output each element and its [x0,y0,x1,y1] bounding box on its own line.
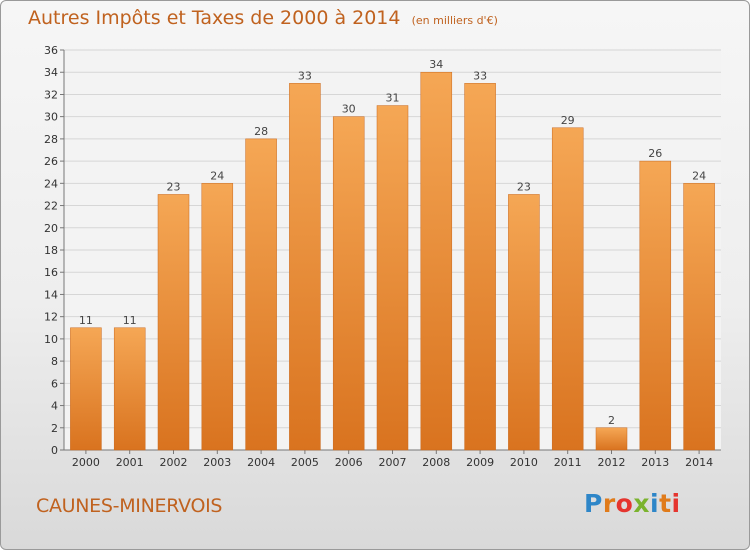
value-label-2003: 24 [210,169,224,182]
y-tick-label: 14 [44,288,58,301]
x-tick-label-2005: 2005 [291,456,319,469]
y-tick-label: 26 [44,155,58,168]
x-tick-label-2002: 2002 [160,456,188,469]
x-tick-label-2004: 2004 [247,456,275,469]
y-tick-label: 18 [44,244,58,257]
y-tick-label: 34 [44,66,58,79]
value-label-2011: 29 [561,114,575,127]
x-tick-label-2007: 2007 [379,456,407,469]
x-tick-label-2009: 2009 [466,456,494,469]
value-label-2001: 11 [123,314,137,327]
value-label-2006: 30 [342,103,356,116]
value-label-2010: 23 [517,180,531,193]
bar-2013 [639,160,672,451]
y-tick-label: 0 [51,444,58,457]
value-label-2009: 33 [473,69,487,82]
y-tick-label: 28 [44,133,58,146]
bar-2000 [70,327,102,451]
value-label-2008: 34 [429,58,443,71]
y-tick-label: 2 [51,422,58,435]
bar-2010 [508,194,540,451]
x-tick-label-2014: 2014 [685,456,713,469]
x-tick-label-2013: 2013 [641,456,669,469]
chart-title-block: Autres Impôts et Taxes de 2000 à 2014 (e… [28,7,498,29]
bar-2006 [332,116,365,451]
bar-2011 [551,127,584,451]
bars [70,71,715,451]
bar-2002 [157,194,190,451]
bar-2009 [464,83,496,451]
commune-name: CAUNES-MINERVOIS [36,495,223,517]
value-label-2012: 2 [608,414,615,427]
y-tick-label: 16 [44,266,58,279]
chart-title: Autres Impôts et Taxes de 2000 à 2014 [28,7,401,29]
y-tick-label: 10 [44,333,58,346]
y-tick-label: 24 [44,177,58,190]
x-tick-label-2003: 2003 [203,456,231,469]
x-tick-label-2008: 2008 [422,456,450,469]
y-tick-label: 32 [44,88,58,101]
bar-2005 [289,83,321,451]
chart-unit: (en milliers d'€) [411,14,498,27]
y-tick-label: 8 [51,355,58,368]
x-tick-label-2010: 2010 [510,456,538,469]
value-label-2004: 28 [254,125,268,138]
bar-2003 [201,183,234,451]
y-tick-label: 36 [44,44,58,57]
bar-2008 [420,71,453,451]
bar-2001 [113,327,146,451]
bar-2004 [245,138,277,451]
x-tick-label-2001: 2001 [116,456,144,469]
value-label-2014: 24 [692,169,706,182]
y-tick-label: 30 [44,111,58,124]
y-tick-label: 4 [51,400,58,413]
x-tick-label-2000: 2000 [72,456,100,469]
y-tick-label: 6 [51,377,58,390]
y-tick-label: 12 [44,311,58,324]
x-tick-label-2011: 2011 [554,456,582,469]
bar-2007 [376,105,409,451]
proxiti-logo[interactable]: Proxiti [584,489,681,518]
bar-2012 [595,427,628,451]
value-label-2002: 23 [167,180,181,193]
y-tick-label: 20 [44,222,58,235]
x-tick-label-2006: 2006 [335,456,363,469]
x-tick-label-2012: 2012 [598,456,626,469]
value-label-2000: 11 [79,314,93,327]
labels: 11 11 23 24 28 33 30 31 34 33 23 29 2 26 24 [79,58,706,427]
value-label-2013: 26 [648,147,662,160]
y-tick-label: 22 [44,200,58,213]
bar-2014 [683,183,715,451]
value-label-2005: 33 [298,69,312,82]
value-label-2007: 31 [386,92,400,105]
